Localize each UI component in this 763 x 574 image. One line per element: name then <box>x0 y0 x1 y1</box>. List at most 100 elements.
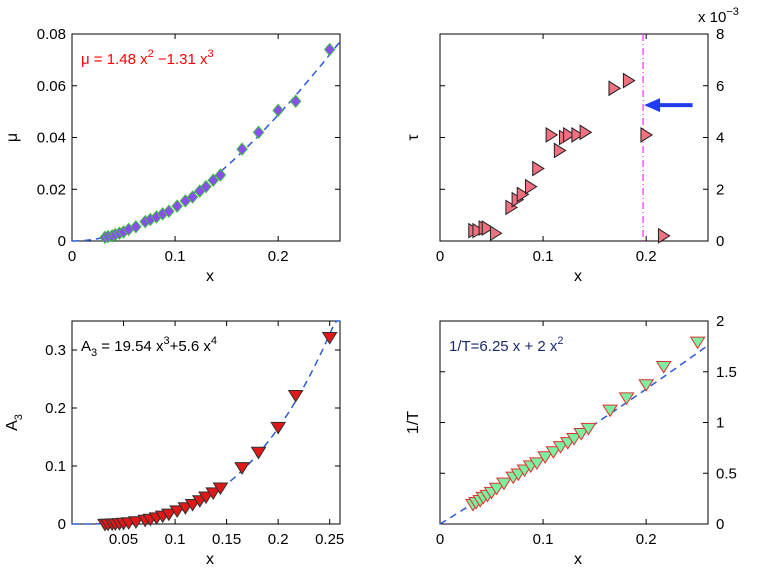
y-tick-label: 0.2 <box>45 400 66 417</box>
data-point <box>563 127 576 143</box>
data-point <box>212 482 229 496</box>
data-point <box>532 160 545 177</box>
y-tick-label: 0.06 <box>37 78 66 95</box>
y-tick-label: 2 <box>716 181 724 198</box>
data-point <box>205 487 222 501</box>
data-point <box>289 94 302 109</box>
y-tick-label: 0 <box>58 233 66 250</box>
y-tick-label: 1.5 <box>716 364 737 381</box>
x-tick-label: 0.2 <box>636 531 657 548</box>
chart-mu: 0 0.1 0.2 0 0.02 0.04 0.06 0.08 x μ μ = 1.48 x2 −1… <box>4 26 341 285</box>
data-point <box>657 227 671 244</box>
data-point <box>618 392 635 406</box>
equation-annotation: μ = 1.48 x2 −1.31 x3 <box>81 48 214 68</box>
data-point <box>472 222 486 239</box>
data-point <box>553 142 567 159</box>
y-tick-label: 0 <box>716 233 724 250</box>
data-point <box>200 179 212 194</box>
data-point <box>171 199 183 213</box>
x-tick-label: 0.1 <box>165 248 186 265</box>
x-tick-label: 0.25 <box>315 531 344 548</box>
data-point <box>573 427 590 441</box>
data-point <box>214 168 227 182</box>
equation-annotation: 1/T=6.25 x + 2 x2 <box>449 335 564 355</box>
data-point <box>323 42 336 57</box>
data-point <box>640 127 654 143</box>
data-point <box>184 499 201 512</box>
x-tick-label: 0.1 <box>533 248 554 265</box>
data-point <box>580 422 597 436</box>
data-point <box>505 199 519 216</box>
data-point <box>516 186 530 203</box>
x-tick-label: 0.2 <box>636 248 657 265</box>
data-point <box>488 482 505 496</box>
x-tick-label: 0 <box>436 531 444 548</box>
x-tick-label: 0 <box>68 248 76 265</box>
data-point <box>602 404 618 418</box>
data-point <box>236 142 248 156</box>
y-tick-label: 6 <box>716 78 724 95</box>
x-tick-label: 0 <box>436 248 444 265</box>
data-point <box>608 80 622 97</box>
data-point <box>163 204 175 219</box>
arrow-head-icon <box>644 98 661 113</box>
data-point <box>186 190 199 204</box>
data-point <box>169 505 186 519</box>
data-point <box>524 178 538 195</box>
y-tick-label: 0.3 <box>45 342 66 359</box>
x-tick-label: 0.1 <box>533 531 554 548</box>
y-axis-label: μ <box>4 133 21 142</box>
x-axis-label: x <box>206 551 214 568</box>
data-point <box>689 336 706 350</box>
y-axis-label: A3 <box>4 414 25 431</box>
y-tick-label: 0 <box>58 516 66 533</box>
data-point <box>638 379 655 392</box>
y-tick-label: 0.5 <box>716 465 737 482</box>
data-point <box>552 441 569 454</box>
x-tick-label: 0.2 <box>268 248 289 265</box>
plot-frame <box>71 320 341 525</box>
chart-invT: 0 0.1 0.2 0 0.5 1 1.5 2 x 1/T 1/T=6.25 x + 2 x2 <box>405 313 737 568</box>
x-tick-label: 0.15 <box>212 531 241 548</box>
data-point <box>128 516 144 529</box>
data-point <box>250 446 267 460</box>
plot-frame <box>71 33 341 242</box>
y-tick-label: 4 <box>716 130 724 147</box>
y-tick-label: 0.04 <box>37 130 66 147</box>
x-axis-label: x <box>574 551 582 568</box>
data-point <box>198 491 214 505</box>
data-point <box>496 477 512 491</box>
data-point <box>655 360 672 374</box>
data-point <box>622 72 636 89</box>
data-point <box>160 508 177 522</box>
data-point <box>270 421 287 435</box>
x-axis-label: x <box>206 268 214 285</box>
data-point <box>537 451 554 464</box>
y-tick-label: 0.1 <box>45 458 66 475</box>
y-tick-label: 0.02 <box>37 181 66 198</box>
y-axis-label: τ <box>405 134 422 141</box>
y-axis-label: 1/T <box>405 411 422 434</box>
chart-a3: 0.05 0.1 0.15 0.2 0.25 0 0.1 0.2 0.3 x A3 A3 = 19.5… <box>4 320 344 568</box>
data-point <box>545 127 559 143</box>
data-point <box>579 124 593 141</box>
x-tick-label: 0.2 <box>268 531 289 548</box>
x-tick-label: 0.1 <box>165 531 186 548</box>
data-point <box>571 127 585 143</box>
data-point <box>130 219 142 234</box>
y-tick-label: 0 <box>716 516 724 533</box>
x-tick-label: 0.05 <box>109 531 138 548</box>
data-point <box>566 433 582 446</box>
data-point <box>287 389 304 403</box>
y-tick-label: 8 <box>716 26 724 43</box>
y-tick-label: 0.08 <box>37 26 66 43</box>
data-point <box>321 331 338 345</box>
data-point <box>207 173 219 187</box>
y-tick-label: 1 <box>716 415 724 432</box>
data-point <box>528 457 545 471</box>
y-tick-label: 2 <box>716 313 724 330</box>
x-axis-label: x <box>574 268 582 285</box>
data-point <box>481 220 495 236</box>
data-point <box>252 125 265 140</box>
